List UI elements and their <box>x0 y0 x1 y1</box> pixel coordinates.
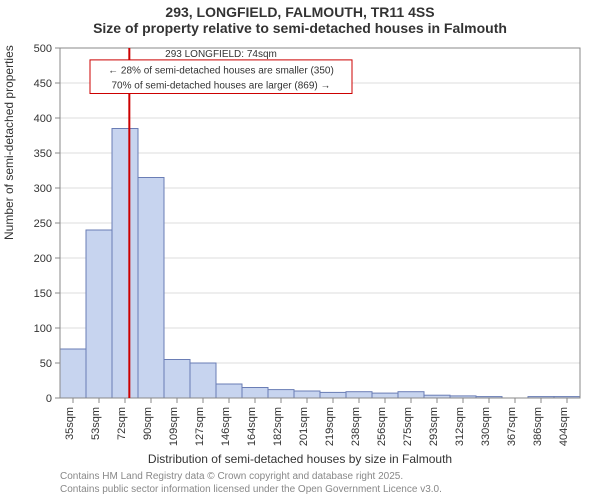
x-tick-label: 330sqm <box>480 407 492 446</box>
chart-svg: 05010015020025030035040045050035sqm53sqm… <box>60 48 580 398</box>
histogram-bar <box>242 388 268 399</box>
attribution-line-2: Contains public sector information licen… <box>60 483 442 496</box>
histogram-bar <box>268 390 294 398</box>
histogram-bar <box>190 363 216 398</box>
y-tick-label: 500 <box>34 43 52 55</box>
x-tick-label: 127sqm <box>194 407 206 446</box>
histogram-bar <box>216 384 242 398</box>
chart-title: 293, LONGFIELD, FALMOUTH, TR11 4SS Size … <box>0 4 600 36</box>
y-tick-label: 200 <box>34 253 52 265</box>
y-tick-label: 250 <box>34 218 52 230</box>
x-tick-label: 53sqm <box>90 407 102 440</box>
y-tick-label: 350 <box>34 148 52 160</box>
attribution-block: Contains HM Land Registry data © Crown c… <box>60 470 442 496</box>
y-tick-label: 50 <box>40 358 52 370</box>
x-tick-label: 367sqm <box>506 407 518 446</box>
annotation-title: 293 LONGFIELD: 74sqm <box>165 49 277 60</box>
x-tick-label: 219sqm <box>324 407 336 446</box>
histogram-bar <box>346 392 372 398</box>
x-tick-label: 146sqm <box>220 407 232 446</box>
title-line-1: 293, LONGFIELD, FALMOUTH, TR11 4SS <box>0 4 600 20</box>
histogram-bar <box>60 349 86 398</box>
histogram-bar <box>164 360 190 399</box>
x-tick-label: 404sqm <box>558 407 570 446</box>
x-tick-label: 312sqm <box>454 407 466 446</box>
histogram-bar <box>320 392 346 398</box>
y-tick-label: 0 <box>46 393 52 405</box>
annotation-line-smaller: ← 28% of semi-detached houses are smalle… <box>108 65 334 76</box>
histogram-bar <box>138 178 164 399</box>
annotation-line-larger: 70% of semi-detached houses are larger (… <box>111 80 330 91</box>
histogram-bar <box>398 392 424 398</box>
x-tick-label: 256sqm <box>376 407 388 446</box>
y-tick-label: 450 <box>34 78 52 90</box>
y-tick-label: 100 <box>34 323 52 335</box>
property-size-chart: 293, LONGFIELD, FALMOUTH, TR11 4SS Size … <box>0 0 600 500</box>
x-tick-label: 386sqm <box>532 407 544 446</box>
y-tick-label: 300 <box>34 183 52 195</box>
x-tick-label: 90sqm <box>142 407 154 440</box>
x-tick-label: 109sqm <box>168 407 180 446</box>
x-tick-label: 182sqm <box>272 407 284 446</box>
histogram-bar <box>372 393 398 398</box>
plot-area: 05010015020025030035040045050035sqm53sqm… <box>60 48 580 398</box>
attribution-line-1: Contains HM Land Registry data © Crown c… <box>60 470 442 483</box>
x-tick-label: 164sqm <box>246 407 258 446</box>
x-tick-label: 35sqm <box>64 407 76 440</box>
x-axis-label: Distribution of semi-detached houses by … <box>0 452 600 466</box>
histogram-bar <box>112 129 138 399</box>
x-tick-label: 275sqm <box>402 407 414 446</box>
y-tick-label: 400 <box>34 113 52 125</box>
y-tick-label: 150 <box>34 288 52 300</box>
title-line-2: Size of property relative to semi-detach… <box>0 20 600 36</box>
x-tick-label: 72sqm <box>116 407 128 440</box>
x-tick-label: 238sqm <box>350 407 362 446</box>
x-tick-label: 201sqm <box>298 407 310 446</box>
y-axis-label: Number of semi-detached properties <box>2 45 16 240</box>
x-tick-label: 293sqm <box>428 407 440 446</box>
histogram-bar <box>86 230 112 398</box>
histogram-bar <box>294 391 320 398</box>
